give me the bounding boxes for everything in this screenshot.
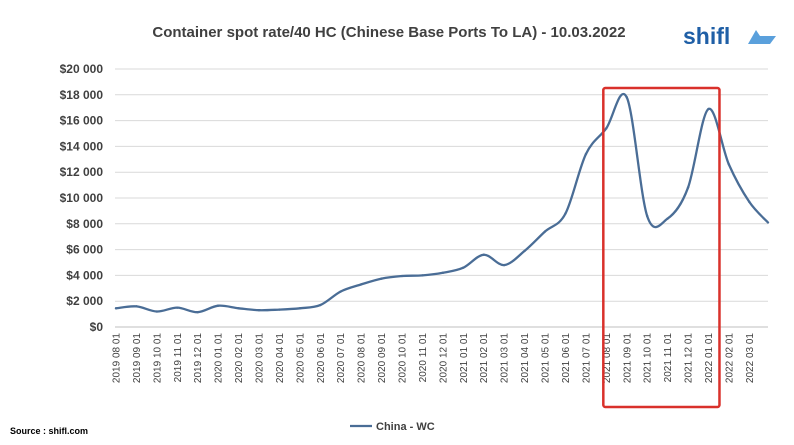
x-axis: 2019 08 01 2019 09 01 2019 10 01 2019 11 01…: [112, 333, 756, 383]
data-point: [727, 163, 731, 166]
data-point: [155, 310, 159, 313]
data-point: [196, 310, 199, 314]
x-tick-label: 2020 10 01: [398, 333, 409, 383]
x-tick-label: 2021 10 01: [643, 333, 654, 383]
x-tick-label: 2022 03 01: [745, 333, 756, 383]
y-axis: $0 $2 000 $4 000 $6 000 $8 000 $10 000 $12 000…: [60, 62, 104, 334]
y-tick-label: $4 000: [66, 268, 103, 282]
sail-icon: [748, 30, 776, 44]
legend: China - WC: [350, 421, 435, 433]
data-point: [278, 308, 281, 311]
x-tick-label: 2021 02 01: [479, 333, 490, 383]
data-point: [584, 152, 588, 156]
y-tick-label: $10 000: [60, 191, 104, 205]
data-point: [441, 271, 445, 275]
x-tick-label: 2021 11 01: [663, 333, 674, 383]
data-point: [482, 253, 485, 256]
x-tick-label: 2020 06 01: [316, 333, 327, 383]
source-note: Source : shifl.com: [10, 426, 88, 436]
x-tick-label: 2021 12 01: [684, 333, 695, 383]
data-point: [625, 96, 628, 99]
y-tick-label: $12 000: [60, 165, 104, 179]
data-point: [462, 266, 465, 269]
x-tick-label: 2020 04 01: [275, 333, 286, 383]
x-tick-label: 2021 05 01: [541, 333, 552, 383]
x-tick-label: 2020 09 01: [377, 333, 388, 383]
y-tick-label: $18 000: [60, 88, 104, 102]
data-point: [216, 304, 220, 307]
x-tick-label: 2020 08 01: [357, 333, 368, 383]
data-point: [523, 249, 526, 253]
shifl-logo: shifl: [683, 23, 776, 49]
data-point: [605, 127, 608, 130]
x-tick-label: 2020 12 01: [438, 333, 449, 383]
x-tick-label: 2019 09 01: [132, 333, 143, 383]
chart-title: Container spot rate/40 HC (Chinese Base …: [152, 24, 625, 41]
x-tick-label: 2020 11 01: [418, 333, 429, 383]
x-tick-label: 2021 08 01: [602, 333, 613, 383]
x-tick-label: 2021 09 01: [622, 333, 633, 383]
data-point: [298, 307, 302, 310]
logo-wordmark: shifl: [683, 23, 730, 49]
data-point: [114, 307, 118, 310]
x-tick-label: 2020 01 01: [214, 333, 225, 383]
data-point: [400, 274, 404, 278]
series-line-china-wc: [114, 93, 770, 314]
x-tick-label: 2019 12 01: [193, 333, 204, 383]
x-tick-label: 2020 07 01: [336, 333, 347, 383]
data-point: [686, 186, 690, 189]
data-point: [237, 307, 240, 310]
highlight-box: [602, 86, 721, 409]
data-point: [543, 230, 547, 233]
y-tick-label: $8 000: [66, 217, 103, 231]
x-tick-label: 2022 02 01: [724, 333, 735, 383]
data-point: [257, 309, 261, 312]
y-tick-label: $14 000: [60, 139, 104, 153]
x-tick-label: 2020 05 01: [295, 333, 306, 383]
x-tick-label: 2021 04 01: [520, 333, 531, 383]
data-point: [564, 212, 567, 215]
x-tick-label: 2022 01 01: [704, 333, 715, 383]
series-layer: [114, 93, 770, 314]
data-point: [380, 277, 383, 280]
legend-label: China - WC: [376, 421, 435, 433]
x-tick-label: 2019 08 01: [112, 333, 123, 383]
y-tick-label: $0: [90, 320, 104, 334]
data-point: [176, 306, 179, 309]
data-point: [135, 305, 138, 308]
y-tick-label: $20 000: [60, 62, 104, 76]
gridlines: [115, 68, 768, 328]
data-point: [339, 290, 342, 293]
data-point: [666, 217, 669, 220]
x-tick-label: 2021 06 01: [561, 333, 572, 383]
data-point: [707, 107, 710, 111]
y-tick-label: $16 000: [60, 114, 104, 128]
x-tick-label: 2021 03 01: [500, 333, 511, 383]
data-point: [319, 303, 322, 307]
data-point: [748, 200, 751, 204]
y-tick-label: $2 000: [66, 294, 103, 308]
data-point: [645, 214, 649, 218]
x-tick-label: 2020 02 01: [234, 333, 245, 383]
x-tick-label: 2021 07 01: [581, 333, 592, 383]
data-point: [359, 283, 363, 286]
data-point: [502, 263, 506, 267]
y-tick-label: $6 000: [66, 243, 103, 257]
data-point: [421, 274, 424, 277]
x-tick-label: 2021 01 01: [459, 333, 470, 383]
x-tick-label: 2020 03 01: [255, 333, 266, 383]
x-tick-label: 2019 10 01: [152, 333, 163, 383]
x-tick-label: 2019 11 01: [173, 333, 184, 383]
